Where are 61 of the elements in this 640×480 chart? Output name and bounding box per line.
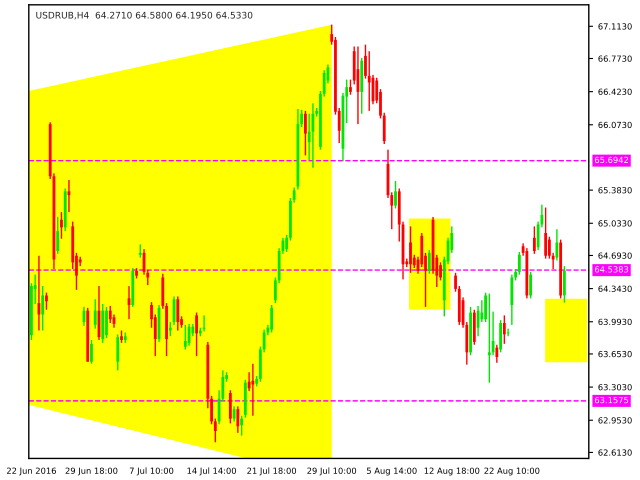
candlestick xyxy=(304,110,307,156)
candlestick xyxy=(356,46,360,125)
x-tick-label: 14 Jul 14:00 xyxy=(188,467,236,476)
y-tick-label: 63.3030 xyxy=(598,384,632,390)
x-tick-label: 5 Aug 14:00 xyxy=(366,468,417,476)
candlestick xyxy=(135,267,138,280)
candlestick xyxy=(555,228,558,262)
candlestick xyxy=(45,292,48,310)
candlestick xyxy=(236,406,240,434)
candlestick xyxy=(120,330,123,344)
candlestick xyxy=(68,179,70,213)
ref-line-label: 65.6942 xyxy=(594,156,628,164)
candlestick xyxy=(202,314,206,332)
ref-line-label: 63.1575 xyxy=(594,396,628,404)
x-tick-label: 29 Jun 18:00 xyxy=(66,468,118,476)
ref-line-label: 64.5383 xyxy=(594,266,628,273)
candlestick xyxy=(349,78,352,96)
candlestick xyxy=(168,321,172,337)
x-tick-label: 21 Jul 18:00 xyxy=(247,467,296,476)
y-tick-label: 63.9930 xyxy=(598,318,632,326)
candlestick xyxy=(529,271,532,300)
candlestick xyxy=(240,415,244,436)
x-tick-label: 12 Aug 18:00 xyxy=(424,468,480,476)
candlestick xyxy=(232,406,236,422)
y-tick-label: 63.6530 xyxy=(598,350,632,358)
candlestick xyxy=(94,298,97,330)
candlestick xyxy=(506,328,510,337)
candlestick xyxy=(124,332,127,344)
y-tick-label: 65.3830 xyxy=(598,187,632,194)
candlestick xyxy=(172,296,176,326)
candlestick xyxy=(188,323,190,346)
x-tick-label: 22 Jun 2016 xyxy=(6,468,56,476)
candlestick xyxy=(128,285,130,320)
x-tick-label: 29 Jul 10:00 xyxy=(307,467,356,476)
candlestick xyxy=(544,206,548,260)
candlestick xyxy=(270,304,274,334)
y-tick-label: 62.9530 xyxy=(598,417,632,424)
candlestick xyxy=(495,344,498,364)
x-tick-label: 7 Jul 10:00 xyxy=(130,467,174,476)
y-tick-label: 65.0330 xyxy=(598,220,632,227)
candlestick xyxy=(38,255,40,332)
candlestick xyxy=(312,102,314,168)
y-tick-label: 66.4230 xyxy=(598,88,632,95)
text: USDRUB,H4 64.2710 64.5800 64.1950 64.5330 xyxy=(36,12,252,20)
y-tick-label: 64.3430 xyxy=(598,286,632,292)
y-tick-label: 66.7730 xyxy=(598,55,632,62)
y-tick-label: 64.6930 xyxy=(598,252,632,259)
y-tick-label: 67.1130 xyxy=(598,23,632,30)
x-tick-label: 22 Aug 10:00 xyxy=(484,468,540,476)
candlestick xyxy=(138,244,142,258)
candlestick xyxy=(394,180,397,210)
candlestick xyxy=(251,363,254,416)
candlestick xyxy=(409,226,412,274)
candlestick xyxy=(60,211,63,240)
candlestick xyxy=(195,312,198,357)
candlestick xyxy=(82,306,86,327)
y-tick-label: 66.0730 xyxy=(598,122,632,128)
candlestick xyxy=(532,226,536,255)
candlestick xyxy=(502,314,506,345)
candlestick xyxy=(90,339,93,364)
y-tick-label: 62.6130 xyxy=(598,449,632,456)
